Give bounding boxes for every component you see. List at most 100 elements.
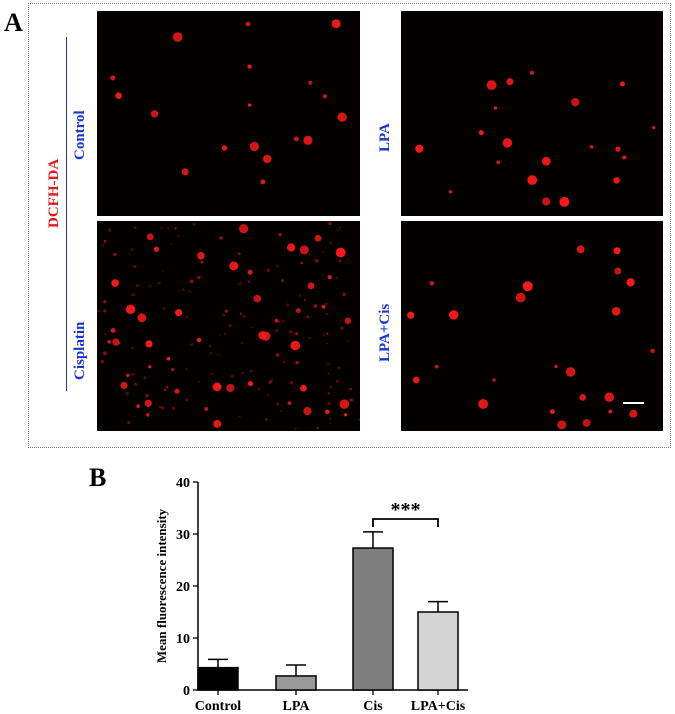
fluorescent-cell [611,306,621,316]
background-speck [349,398,353,402]
background-speck [326,342,329,345]
y-axis-label: Mean fluorescence intensity [154,508,169,663]
background-speck [244,386,247,389]
fluorescent-cell [197,251,205,260]
background-speck [314,258,319,263]
y-tick-label: 40 [176,476,190,491]
background-speck [224,309,229,313]
background-speck [190,343,193,347]
fluorescent-cell [576,245,585,254]
fluorescent-cell [515,292,526,303]
background-speck [239,258,241,260]
background-speck [325,302,328,306]
fluorescent-cell [565,367,576,377]
background-speck [298,294,302,297]
fluorescent-cell [554,364,558,369]
micrograph-cisplatin [97,221,360,431]
background-speck [316,426,319,430]
background-speck [125,391,129,396]
fluorescent-cell [125,304,136,314]
fluorescent-cell [620,81,625,87]
significance-bracket [372,518,439,527]
background-speck [238,252,241,256]
background-speck [177,234,179,237]
micrograph-control [97,11,360,216]
fluorescent-cell [153,246,159,252]
micrograph-cisplatin-cells [97,221,360,430]
background-speck [174,227,177,230]
background-speck [274,328,279,333]
background-speck [281,320,284,323]
fluorescent-cell [226,383,235,393]
background-speck [336,229,339,232]
background-speck [127,420,131,425]
fluorescent-cell [137,313,147,323]
fluorescent-cell [527,175,538,185]
y-tick-label: 30 [176,528,190,543]
fluorescent-cell [212,382,222,392]
bar-control [197,666,239,691]
background-speck [103,300,107,304]
background-speck [229,324,232,327]
background-speck [107,228,112,232]
fluorescent-cell [622,155,627,160]
background-speck [335,276,338,280]
y-tick-label: 20 [176,580,190,595]
background-speck [295,360,299,365]
fluorescent-cell [549,409,555,415]
fluorescent-cell [327,275,332,280]
background-speck [329,417,332,420]
fluorescent-cell [626,278,635,287]
fluorescent-cell [274,318,279,323]
fluorescent-cell [579,393,587,401]
background-speck [239,415,241,418]
background-speck [325,312,328,315]
fluorescent-cell [286,243,296,252]
background-speck [280,410,283,412]
fluorescent-cell [221,145,228,151]
background-speck [97,309,100,313]
background-speck [170,243,173,245]
fluorescent-cell [478,398,489,409]
background-speck [250,369,253,373]
background-speck [268,380,272,384]
fluorescent-cell [608,409,613,414]
fluorescent-cell [542,197,551,206]
background-speck [170,367,175,372]
fluorescent-cell [229,261,239,271]
fluorescent-cell [522,281,533,292]
fluorescent-cell [344,317,352,325]
fluorescent-cell [448,310,459,320]
fluorescent-cell [115,92,122,99]
fluorescent-cell [120,381,128,389]
background-speck [103,309,107,313]
fluorescent-cell [308,80,313,85]
bar-chart: 0 10 20 30 40 Mean fluorescence intensity Cont… [154,476,468,714]
fluorescent-cell [300,384,307,392]
background-speck [217,354,220,356]
x-tick-label: Cis [363,699,383,714]
background-speck [149,285,151,287]
background-speck [325,332,329,335]
fluorescent-cell [571,98,580,107]
fluorescent-cell [295,308,301,314]
background-speck [251,326,254,329]
fluorescent-cell [486,80,497,91]
fluorescent-cell [239,224,249,234]
micrograph-control-cells [110,19,347,185]
background-speck [276,265,279,268]
significance-label: *** [391,499,421,521]
fluorescent-cell [559,196,570,207]
background-speck [103,239,107,243]
bar-cis [352,547,394,691]
panel-b-letter: B [89,463,107,492]
background-speck [300,261,303,265]
fluorescent-cell [148,365,152,369]
fluorescent-cell [343,413,348,417]
fluorescent-cell [110,328,116,333]
image-label-cisplatin: Cisplatin [72,321,88,380]
fluorescent-cell [213,419,222,428]
micrograph-lpa-cis-cells [407,245,655,430]
background-speck [131,248,134,251]
fluorescent-cell [258,331,267,340]
